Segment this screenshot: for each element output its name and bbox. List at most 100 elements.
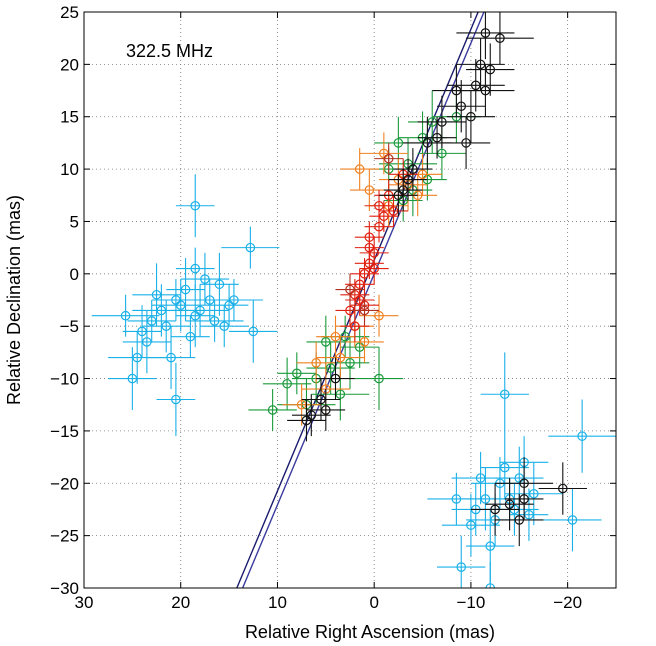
point-marker <box>214 279 225 290</box>
point-marker <box>490 504 500 515</box>
point-marker <box>335 389 346 400</box>
data-point <box>393 148 433 191</box>
point-marker <box>374 200 384 211</box>
data-point <box>229 300 278 363</box>
point-marker <box>403 174 413 185</box>
point-marker <box>374 373 384 384</box>
point-marker <box>359 305 370 316</box>
y-tick-label: −15 <box>50 422 79 441</box>
y-axis-label: Relative Declination (mas) <box>4 195 24 405</box>
data-point <box>350 169 389 211</box>
y-tick-label: −30 <box>50 579 79 598</box>
point-marker <box>161 321 172 331</box>
data-point <box>282 383 321 426</box>
data-point <box>359 252 389 285</box>
grid <box>84 12 616 588</box>
point-marker <box>504 499 515 510</box>
data-point <box>495 493 544 547</box>
data-point <box>340 326 380 369</box>
point-marker <box>321 405 331 415</box>
point-marker <box>345 358 355 368</box>
x-tick-label: 20 <box>171 593 190 612</box>
point-marker <box>350 321 360 331</box>
point-marker <box>456 562 467 572</box>
data-point <box>451 451 510 505</box>
x-tick-label: −20 <box>553 593 582 612</box>
y-tick-label: 15 <box>60 108 79 127</box>
data-point <box>209 284 249 327</box>
data-point <box>446 90 496 143</box>
y-tick-label: 0 <box>70 265 79 284</box>
data-point <box>456 12 515 60</box>
point-marker <box>229 295 239 305</box>
x-tick-label: 0 <box>369 593 378 612</box>
data-point <box>330 336 370 390</box>
point-marker <box>567 515 578 525</box>
point-marker <box>374 221 384 232</box>
point-marker <box>398 185 408 195</box>
data-point <box>132 263 181 327</box>
data-point <box>388 158 428 201</box>
point-marker <box>514 515 525 525</box>
data-point <box>538 462 587 515</box>
data-point <box>306 389 346 431</box>
point-marker <box>528 488 539 499</box>
data-point <box>122 305 162 358</box>
data-point <box>306 315 346 369</box>
point-marker <box>480 28 491 38</box>
point-marker <box>190 263 201 274</box>
data-series <box>91 12 616 588</box>
axis-ticks: 30 20 10 0 −10 −20 25 20 15 10 5 0 −5 −10 −15 −20 −25 −30 <box>50 3 616 612</box>
data-point <box>485 478 534 531</box>
point-marker <box>369 263 379 274</box>
point-marker <box>475 59 486 70</box>
data-point <box>262 357 312 410</box>
data-point <box>316 315 355 358</box>
point-marker <box>422 138 433 148</box>
data-point <box>277 352 317 395</box>
point-marker <box>485 541 496 551</box>
y-tick-label: −10 <box>50 370 79 389</box>
data-point <box>175 247 215 290</box>
point-marker <box>316 394 326 405</box>
data-point <box>296 341 336 384</box>
y-tick-label: 20 <box>60 55 79 74</box>
data-point <box>171 284 230 337</box>
point-marker <box>132 352 142 363</box>
data-point <box>548 399 616 473</box>
point-marker <box>166 352 176 363</box>
point-marker <box>519 494 529 504</box>
data-point <box>156 362 196 437</box>
point-marker <box>388 206 399 216</box>
series-group <box>335 142 404 327</box>
frequency-annotation: 322.5 MHz <box>126 41 213 61</box>
data-point <box>509 488 549 541</box>
point-marker <box>296 399 307 410</box>
point-marker <box>151 289 162 300</box>
point-marker <box>190 310 201 321</box>
point-marker <box>171 295 181 305</box>
data-point <box>248 389 297 431</box>
data-point <box>354 347 404 410</box>
data-point <box>374 142 404 175</box>
x-axis-label: Relative Right Ascension (mas) <box>245 622 495 642</box>
data-point <box>306 341 355 395</box>
data-point <box>437 80 486 133</box>
point-marker <box>330 331 341 342</box>
data-point <box>200 252 239 316</box>
plot-frame <box>83 11 617 589</box>
y-tick-label: 5 <box>70 212 79 231</box>
y-tick-label: 25 <box>60 3 79 22</box>
data-point <box>151 279 201 321</box>
point-marker <box>359 269 370 279</box>
y-tick-label: 10 <box>60 160 79 179</box>
point-marker <box>291 368 302 379</box>
series-group <box>91 174 616 588</box>
point-marker <box>480 85 491 96</box>
point-marker <box>475 473 486 483</box>
point-marker <box>282 378 292 389</box>
point-marker <box>190 200 201 211</box>
point-marker <box>393 138 404 148</box>
data-point <box>200 305 249 348</box>
point-marker <box>364 185 375 195</box>
